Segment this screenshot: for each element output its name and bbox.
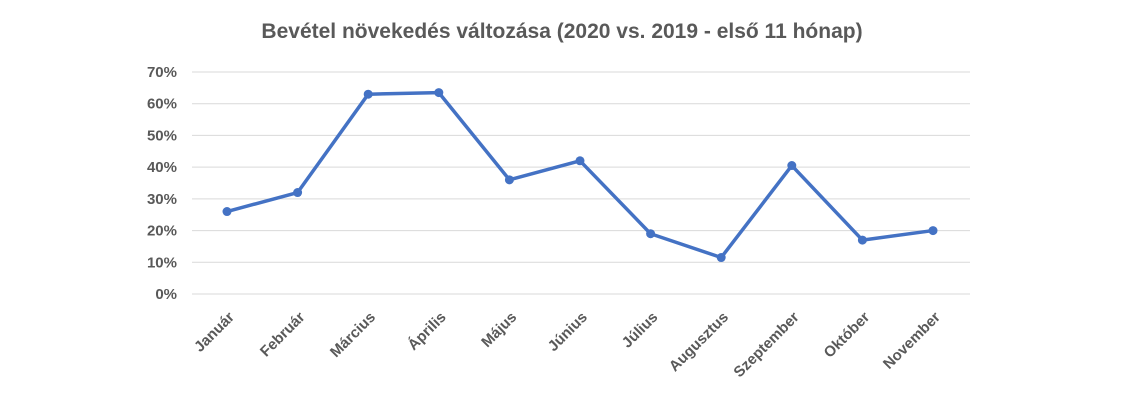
data-point-április: [434, 88, 444, 98]
data-point-július: [646, 229, 656, 239]
y-tick-label-7: 70%: [147, 64, 177, 81]
y-tick-label-0: 0%: [155, 286, 177, 303]
y-tick-label-5: 50%: [147, 127, 177, 144]
x-tick-label-7: Július: [619, 309, 662, 352]
x-tick-label-3: Március: [327, 309, 379, 361]
y-tick-label-1: 10%: [147, 254, 177, 271]
y-tick-label-4: 40%: [147, 159, 177, 176]
y-axis-tick-labels: 0% 10% 20% 30% 40% 50% 60% 70%: [147, 64, 177, 303]
chart-title: Bevétel növekedés változása (2020 vs. 20…: [261, 20, 862, 43]
data-point-május: [504, 175, 514, 185]
series-line-1: [225, 90, 935, 260]
x-tick-label-1: Január: [191, 309, 238, 356]
data-point-február: [293, 188, 303, 198]
y-tick-label-6: 60%: [147, 96, 177, 113]
data-point-június: [575, 156, 585, 166]
data-point-szeptember: [787, 161, 797, 171]
gridlines: [192, 71, 970, 295]
data-point-október: [857, 235, 867, 245]
y-tick-label-2: 20%: [147, 223, 177, 240]
data-point-január: [222, 207, 232, 217]
x-tick-label-6: Június: [545, 309, 591, 355]
x-tick-label-8: Augusztus: [666, 309, 732, 375]
x-axis-tick-labels: Január Február Március Április Május Június Jú…: [191, 309, 944, 381]
data-point-augusztus: [716, 253, 726, 263]
y-tick-label-3: 30%: [147, 191, 177, 208]
data-point-március: [363, 89, 373, 99]
x-tick-label-10: Október: [821, 309, 874, 362]
data-point-november: [928, 226, 938, 236]
x-tick-label-2: Február: [257, 309, 309, 361]
x-tick-label-11: November: [880, 309, 944, 373]
series-layer: [222, 88, 938, 263]
x-tick-label-4: Április: [405, 309, 450, 354]
x-tick-label-9: Szeptember: [730, 309, 802, 381]
x-tick-label-5: Május: [478, 309, 520, 351]
